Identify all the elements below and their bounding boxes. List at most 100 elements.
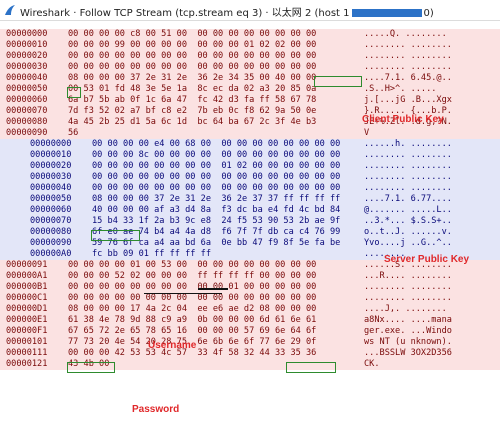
row-hex-bytes: 00 53 01 fd 48 3e 5e 1a 8c ec da 02 a3 2… [68,84,317,94]
row-offset: 00000040 [6,73,48,83]
row-offset: 00000010 [6,40,48,50]
username-annotation: Username [148,340,197,351]
hexdump-row[interactable]: 00000070 7d f3 52 02 a7 bf c8 e2 7b eb 0c… [0,106,500,117]
row-ascii: Yvo....j ..G..^.. [364,238,452,248]
hexdump-row[interactable]: 000000E1 61 38 4e 78 9d 88 c9 a9 0b 00 00… [0,315,500,326]
row-offset: 00000090 [30,238,72,248]
row-offset: 000000A0 [30,249,72,259]
hexdump-row[interactable]: 00000020 00 00 00 00 00 00 00 00 00 00 00… [0,51,500,62]
row-hex-bytes: 15 b4 33 1f 2a b3 9c e8 24 f5 53 90 53 2… [92,216,341,226]
row-offset: 000000D1 [6,304,48,314]
row-ascii: j.[...jG .B...Xgx [364,95,452,105]
row-offset: 00000090 [6,128,48,138]
row-ascii: }.R..... {...b.P. [364,106,452,116]
row-ascii: ........ ........ [364,282,452,292]
hexdump-row[interactable]: 00000091 00 00 00 00 01 00 53 00 00 00 00… [0,260,500,271]
hexdump-row[interactable]: 00000050 08 00 00 00 37 2e 31 2e 36 2e 37… [0,194,500,205]
hexdump-row[interactable]: 000000B1 00 00 00 00 00 00 00 00 00 00 01… [0,282,500,293]
row-ascii: CK. [364,359,380,369]
username-length-highlight [67,362,115,373]
row-hex-bytes: 00 00 00 00 00 00 00 00 00 00 00 00 00 0… [68,51,317,61]
hexdump-row[interactable]: 00000000 00 00 00 00 c8 00 51 00 00 00 00… [0,29,500,40]
row-offset: 00000080 [6,117,48,127]
hexdump-row[interactable]: 00000020 00 00 00 00 00 00 00 00 01 02 00… [0,161,500,172]
row-hex-bytes: 00 00 00 00 00 00 00 00 00 00 00 00 00 0… [68,62,317,72]
hexdump-row[interactable]: 00000040 08 00 00 00 37 2e 31 2e 36 2e 34… [0,73,500,84]
password-annotation: Password [132,404,180,415]
hexdump-row[interactable]: 000000A1 00 00 00 52 02 00 00 00 ff ff ff… [0,271,500,282]
hexdump-row[interactable]: 000000C1 00 00 00 00 00 00 00 00 00 00 00… [0,293,500,304]
hexdump-row[interactable]: 00000030 00 00 00 00 00 00 00 00 00 00 00… [0,172,500,183]
row-hex-bytes: 77 73 20 4e 54 20 28 75 6e 6b 6e 6f 77 6… [68,337,317,347]
row-ascii: ........ ........ [364,62,452,72]
hexdump-row[interactable]: 00000030 00 00 00 00 00 00 00 00 00 00 00… [0,62,500,73]
row-offset: 00000020 [30,161,72,171]
row-ascii: ....J,. ........ [364,304,447,314]
row-ascii: @....... .....L.. [364,205,452,215]
row-ascii: ....7.1. 6.45.@.. [364,73,452,83]
row-ascii: ger.exe. ...Windo [364,326,452,336]
server-key-end-strike [144,293,222,294]
hexdump-row[interactable]: 000000F1 67 65 72 2e 65 78 65 16 00 00 00… [0,326,500,337]
redacted-host [351,9,422,17]
row-ascii: JE+%.Zl. .d.g,?N. [364,117,452,127]
row-ascii: a8Nx.... ....mana [364,315,452,325]
hexdump-row[interactable]: 000000D1 08 00 00 00 17 4a 2c 04 ee e6 ae… [0,304,500,315]
row-ascii: ......h. ........ [364,139,452,149]
row-ascii: ws NT (u nknown). [364,337,452,347]
hexdump-row[interactable]: 00000090 59 76 6f ca a4 aa bd 6a 0e bb 47… [0,238,500,249]
row-hex-bytes: 56 [68,128,79,138]
row-offset: 00000010 [30,150,72,160]
hexdump-row[interactable]: 00000010 00 00 00 8c 00 00 00 00 00 00 00… [0,150,500,161]
hexdump-row[interactable]: 00000040 00 00 00 00 00 00 00 00 00 00 00… [0,183,500,194]
row-ascii: ......S. ........ [364,260,452,270]
password-length-highlight [286,362,336,373]
row-hex-bytes: 00 00 00 52 02 00 00 00 ff ff ff ff 00 0… [68,271,317,281]
row-offset: 00000030 [6,62,48,72]
row-ascii: ........ ........ [364,293,452,303]
row-ascii: ........ [364,249,406,259]
row-hex-bytes: 08 00 00 00 17 4a 2c 04 ee e6 ae d2 08 0… [68,304,317,314]
row-hex-bytes: 6a b7 5b ab 0f 1c 6a 47 fc 42 d3 fa ff 5… [68,95,317,105]
hexdump-row[interactable]: 00000090 56 V [0,128,500,139]
row-offset: 00000080 [30,227,72,237]
hexdump-row[interactable]: 00000060 6a b7 5b ab 0f 1c 6a 47 fc 42 d3… [0,95,500,106]
hexdump-row[interactable]: 00000000 00 00 00 00 e4 00 68 00 00 00 00… [0,139,500,150]
row-hex-bytes: 00 00 00 00 e4 00 68 00 00 00 00 00 00 0… [92,139,341,149]
row-offset: 000000A1 [6,271,48,281]
row-offset: 000000E1 [6,315,48,325]
row-offset: 000000B1 [6,282,48,292]
row-hex-bytes: 4a 45 2b 25 d1 5a 6c 1d bc 64 ba 67 2c 3… [68,117,317,127]
row-ascii: .S..H>^. ..... [364,84,437,94]
row-offset: 00000000 [6,29,48,39]
hexdump-row[interactable]: 00000111 00 00 00 42 53 53 4c 57 33 4f 58… [0,348,500,359]
row-offset: 00000101 [6,337,48,347]
row-ascii: ........ ........ [364,40,452,50]
row-ascii: ........ ........ [364,161,452,171]
tcp-stream-hexdump[interactable]: 00000000 00 00 00 00 c8 00 51 00 00 00 00… [0,22,500,441]
row-ascii: .....Q. ........ [364,29,447,39]
hexdump-row[interactable]: 00000060 40 00 00 00 af a3 d4 8a f3 dc ba… [0,205,500,216]
row-ascii: o..t..J. ......v. [364,227,452,237]
hexdump-row[interactable]: 00000010 00 00 00 99 00 00 00 00 00 00 00… [0,40,500,51]
row-ascii: ....7.1. 6.77.... [364,194,452,204]
hexdump-row[interactable]: 00000101 77 73 20 4e 54 20 28 75 6e 6b 6e… [0,337,500,348]
hexdump-row[interactable]: 00000080 6f e0 ae 74 b4 a4 4a d8 f6 7f 7f… [0,227,500,238]
row-hex-bytes: 7d f3 52 02 a7 bf c8 e2 7b eb 0c f8 62 9… [68,106,317,116]
hexdump-row[interactable]: 00000050 00 53 01 fd 48 3e 5e 1a 8c ec da… [0,84,500,95]
row-offset: 00000070 [6,106,48,116]
row-hex-bytes: 00 00 00 99 00 00 00 00 00 00 00 01 02 0… [68,40,317,50]
row-ascii: ........ ........ [364,172,452,182]
wireshark-fin-icon [5,5,15,15]
row-hex-bytes: 00 00 00 00 00 00 00 00 00 00 00 00 00 0… [92,172,341,182]
row-hex-bytes: 40 00 00 00 af a3 d4 8a f3 dc ba e4 fd 4… [92,205,341,215]
row-offset: 00000070 [30,216,72,226]
hexdump-row[interactable]: 00000070 15 b4 33 1f 2a b3 9c e8 24 f5 53… [0,216,500,227]
hexdump-row[interactable]: 00000121 43 4b 00 CK. [0,359,500,370]
row-offset: 000000C1 [6,293,48,303]
hexdump-row[interactable]: 000000A0 fc bb 09 01 ff ff ff ff........ [0,249,500,260]
hexdump-row[interactable]: 00000080 4a 45 2b 25 d1 5a 6c 1d bc 64 ba… [0,117,500,128]
row-ascii: ...R.... ........ [364,271,452,281]
row-hex-bytes: 00 00 00 00 01 00 53 00 00 00 00 00 00 0… [68,260,317,270]
row-hex-bytes: 00 00 00 00 c8 00 51 00 00 00 00 00 00 0… [68,29,317,39]
